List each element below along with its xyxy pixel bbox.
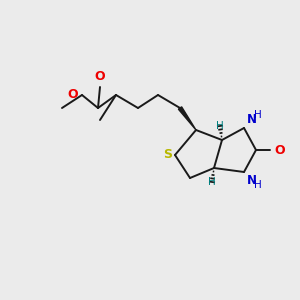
- Text: N: N: [247, 113, 257, 126]
- Text: O: O: [274, 143, 285, 157]
- Text: H: H: [254, 180, 262, 190]
- Text: N: N: [247, 174, 257, 187]
- Polygon shape: [178, 107, 196, 130]
- Text: O: O: [68, 88, 78, 101]
- Text: H: H: [254, 110, 262, 120]
- Text: H: H: [208, 177, 216, 187]
- Text: H: H: [216, 121, 224, 131]
- Text: S: S: [164, 148, 172, 161]
- Text: O: O: [95, 70, 105, 83]
